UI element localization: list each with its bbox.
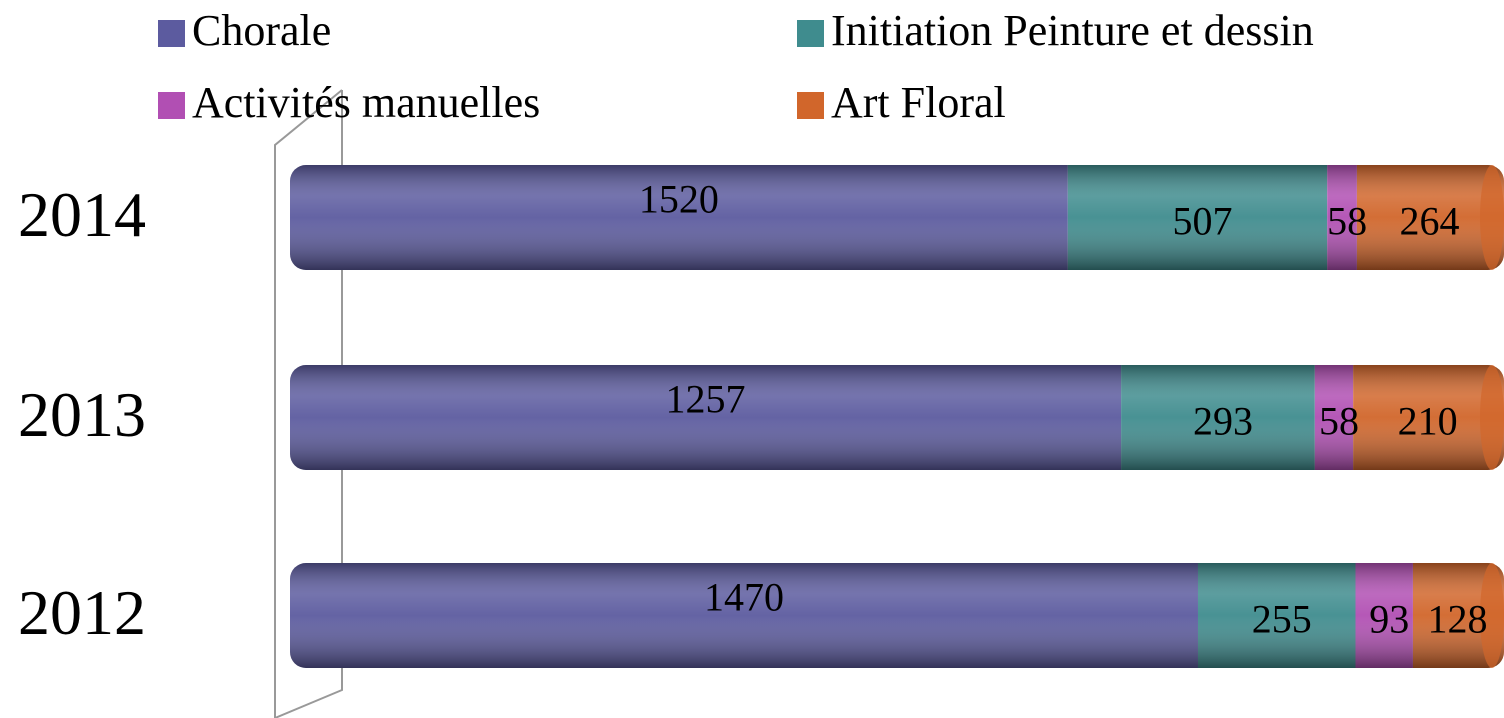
bar-shading [290, 563, 1504, 668]
bar-shading [290, 365, 1504, 470]
bar-cap [1480, 365, 1504, 470]
legend-swatch [158, 20, 185, 47]
value-label: 264 [1399, 199, 1459, 244]
y-tick-label: 2013 [18, 379, 146, 450]
value-label: 128 [1427, 597, 1487, 642]
value-label: 1257 [666, 377, 746, 422]
value-label: 255 [1252, 597, 1312, 642]
legend-swatch [797, 20, 824, 47]
y-tick-label: 2014 [18, 179, 146, 250]
legend-label: Chorale [192, 6, 331, 55]
value-label: 58 [1327, 199, 1367, 244]
value-label: 93 [1369, 597, 1409, 642]
value-label: 58 [1319, 399, 1359, 444]
bar-cap [1480, 563, 1504, 668]
value-label: 293 [1193, 399, 1253, 444]
legend-swatch [797, 92, 824, 119]
legend-label: Activités manuelles [192, 78, 540, 127]
axis-wall [274, 89, 343, 718]
legend-label: Art Floral [831, 78, 1006, 127]
legend-swatch [158, 92, 185, 119]
legend-label: Initiation Peinture et dessin [831, 6, 1314, 55]
value-label: 1520 [639, 177, 719, 222]
value-label: 1470 [704, 575, 784, 620]
y-tick-label: 2012 [18, 577, 146, 648]
value-label: 507 [1173, 199, 1233, 244]
bar-shading [290, 165, 1504, 270]
value-label: 210 [1398, 399, 1458, 444]
bar-cap [1480, 165, 1504, 270]
